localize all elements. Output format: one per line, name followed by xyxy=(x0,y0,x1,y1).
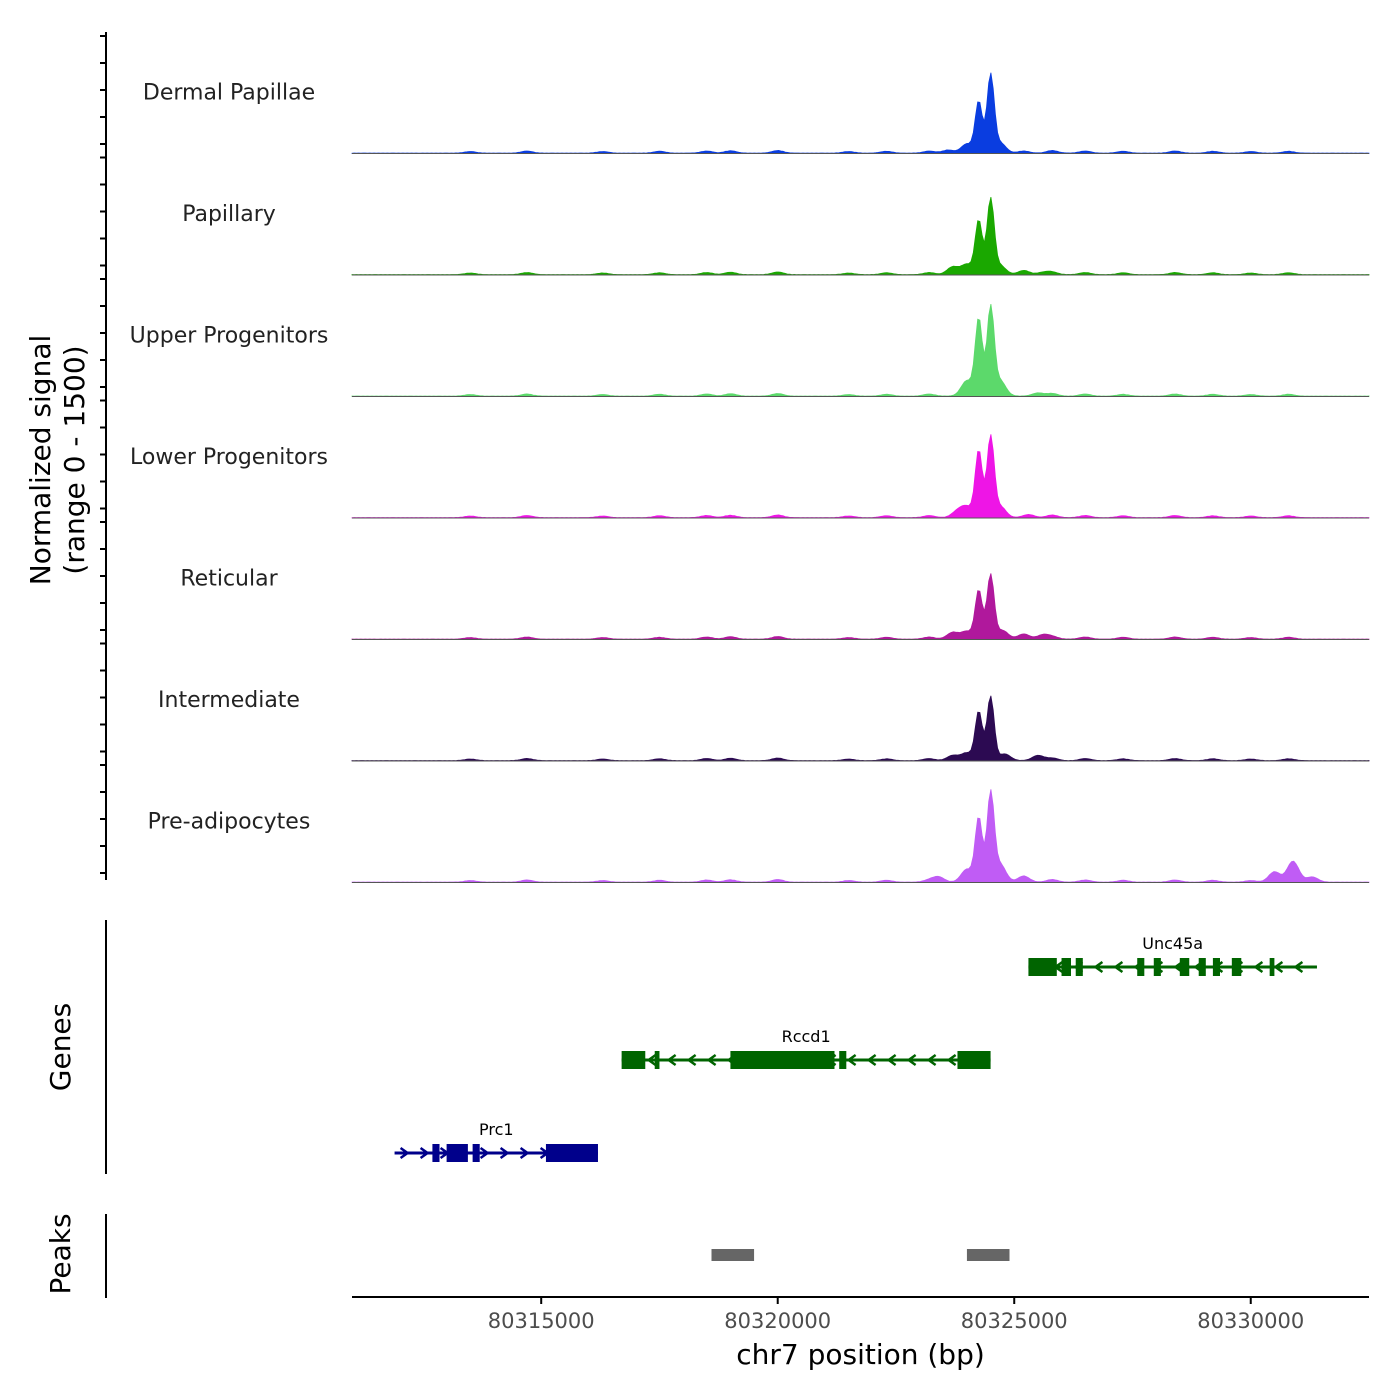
strand-chevron xyxy=(499,1146,510,1160)
strand-chevron xyxy=(1253,960,1264,974)
gene-label: Unc45a xyxy=(1142,934,1203,953)
strand-chevron xyxy=(886,1053,897,1067)
gene-track: Unc45a Rccd1 Prc1 xyxy=(394,934,1317,1162)
signal-area xyxy=(351,789,1370,883)
strand-chevron xyxy=(866,1053,877,1067)
signal-area xyxy=(351,434,1370,519)
gene-exon xyxy=(654,1051,660,1069)
signal-track: Papillary xyxy=(182,197,1370,276)
strand-chevron xyxy=(399,1146,410,1160)
signal-tracks: Dermal Papillae Papillary Upper Progenitor… xyxy=(130,72,1370,883)
track-label: Papillary xyxy=(182,202,276,227)
x-axis-title: chr7 position (bp) xyxy=(736,1338,985,1371)
strand-chevron xyxy=(906,1053,917,1067)
strand-chevron xyxy=(1293,960,1304,974)
strand-chevron xyxy=(419,1146,430,1160)
signal-track: Lower Progenitors xyxy=(130,434,1370,519)
gene-exon xyxy=(432,1144,440,1162)
gene-exon xyxy=(545,1144,598,1162)
strand-chevron xyxy=(686,1053,697,1067)
gene-exon xyxy=(1231,958,1242,976)
gene-exon xyxy=(472,1144,480,1162)
strand-chevron xyxy=(926,1053,937,1067)
strand-chevron xyxy=(646,1053,657,1067)
peak-track xyxy=(711,1249,1010,1261)
signal-area xyxy=(351,573,1370,640)
gene-exon xyxy=(621,1051,646,1069)
gene-exon xyxy=(446,1144,468,1162)
track-label: Reticular xyxy=(180,567,278,592)
x-tick-label: 80330000 xyxy=(1197,1309,1304,1333)
track-label: Pre-adipocytes xyxy=(148,810,311,835)
strand-chevron xyxy=(519,1146,530,1160)
genes-track-title: Genes xyxy=(44,1003,77,1091)
track-label: Intermediate xyxy=(158,688,300,713)
signal-track: Pre-adipocytes xyxy=(148,789,1370,883)
gene-exon xyxy=(730,1051,835,1069)
x-tick-label: 80320000 xyxy=(724,1309,831,1333)
y-axis-title-line: (range 0 - 1500) xyxy=(58,345,91,574)
peaks-track-title: Peaks xyxy=(44,1213,77,1294)
gene: Rccd1 xyxy=(621,1027,991,1069)
x-tick-label: 80325000 xyxy=(961,1309,1068,1333)
gene-exon xyxy=(1075,958,1083,976)
gene-exon xyxy=(1028,958,1057,976)
signal-area xyxy=(351,72,1370,154)
gene-exon xyxy=(1198,958,1206,976)
strand-chevron xyxy=(1273,960,1284,974)
gene: Prc1 xyxy=(394,1120,598,1162)
gene-label: Prc1 xyxy=(479,1120,514,1139)
signal-track: Reticular xyxy=(180,567,1370,640)
track-label: Upper Progenitors xyxy=(130,324,329,349)
strand-chevron xyxy=(1093,960,1104,974)
x-tick-label: 80315000 xyxy=(488,1309,595,1333)
gene-exon xyxy=(1179,958,1190,976)
signal-track: Intermediate xyxy=(158,688,1370,762)
strand-chevron xyxy=(846,1053,857,1067)
signal-area xyxy=(351,695,1370,762)
y-axis-title-line: Normalized signal xyxy=(24,335,57,586)
gene-exon xyxy=(1153,958,1161,976)
strand-chevron xyxy=(1113,960,1124,974)
strand-chevron xyxy=(666,1053,677,1067)
y-axis-title: Normalized signal(range 0 - 1500) xyxy=(24,335,91,586)
gene-exon xyxy=(1061,958,1071,976)
gene-exon xyxy=(1137,958,1145,976)
strand-chevron xyxy=(946,1053,957,1067)
gene-label: Rccd1 xyxy=(782,1027,831,1046)
signal-track: Upper Progenitors xyxy=(130,304,1370,397)
signal-area xyxy=(351,197,1370,276)
gene-exon xyxy=(957,1051,991,1069)
track-label: Lower Progenitors xyxy=(130,445,328,470)
peak-region xyxy=(711,1249,755,1261)
track-label: Dermal Papillae xyxy=(143,81,315,106)
gene: Unc45a xyxy=(1028,934,1317,976)
signal-track: Dermal Papillae xyxy=(143,72,1370,154)
signal-area xyxy=(351,304,1370,397)
gene-exon xyxy=(1269,958,1275,976)
peak-region xyxy=(966,1249,1010,1261)
strand-chevron xyxy=(479,1146,490,1160)
gene-exon xyxy=(1212,958,1220,976)
gene-exon xyxy=(839,1051,847,1069)
strand-chevron xyxy=(706,1053,717,1067)
axes: Normalized signal(range 0 - 1500) Genes Pe… xyxy=(24,32,1369,1371)
